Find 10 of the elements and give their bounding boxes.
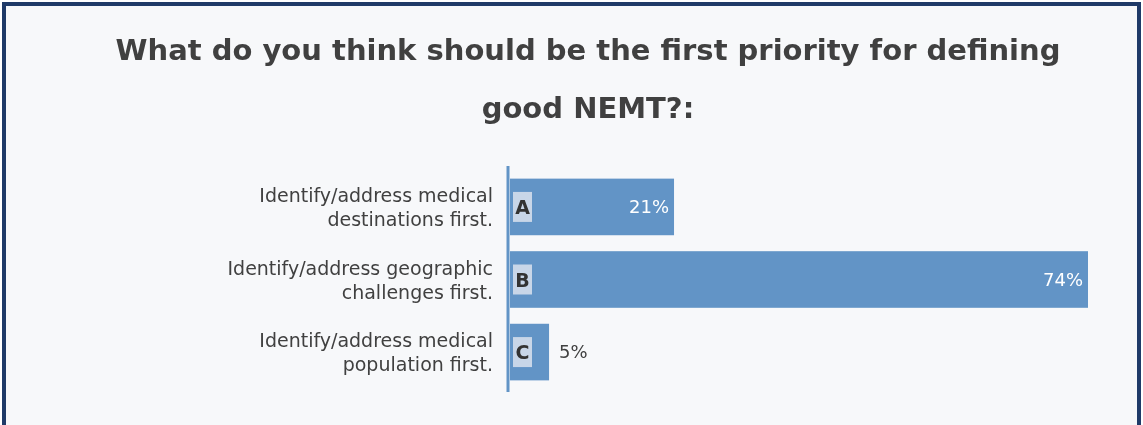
y-tick-label: Identify/address medical destinations first. bbox=[259, 183, 493, 230]
annotation: A bbox=[515, 195, 531, 218]
data-label: 5% bbox=[559, 341, 588, 363]
chart-title: What do you think should be the first priority for defining good NEMT?: bbox=[115, 33, 1061, 125]
data-label: 74% bbox=[1042, 268, 1083, 290]
y-tick-label: Identify/address medical population first. bbox=[259, 329, 493, 376]
y-tick-label: Identify/address geographic challenges first. bbox=[227, 256, 493, 303]
data-label: 21% bbox=[629, 195, 670, 217]
annotation: B bbox=[515, 268, 530, 291]
annotation: C bbox=[515, 341, 530, 364]
